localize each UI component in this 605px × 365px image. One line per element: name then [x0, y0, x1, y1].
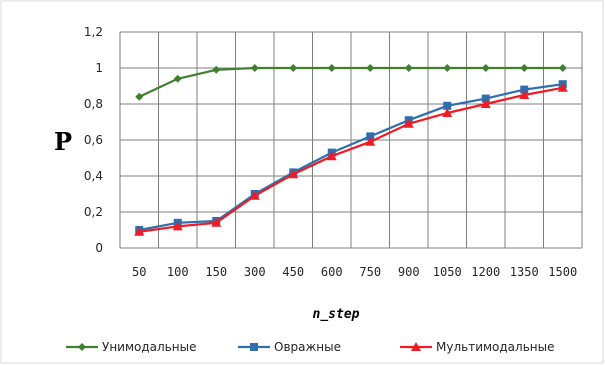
x-tick-label: 1500 [548, 265, 577, 279]
x-tick-label: 150 [205, 265, 227, 279]
data-point [520, 64, 529, 72]
x-tick-label: 1350 [510, 265, 539, 279]
data-point [443, 101, 452, 110]
series-3 [134, 82, 568, 236]
x-tick-label: 300 [244, 265, 266, 279]
legend-label: Овражные [274, 340, 341, 354]
y-tick-label: 1,2 [84, 25, 103, 39]
y-tick-label: 1 [95, 61, 103, 75]
data-point [173, 74, 182, 83]
x-tick-label: 50 [132, 265, 146, 279]
data-point [250, 343, 258, 351]
data-point [365, 136, 376, 146]
x-tick-label: 600 [321, 265, 343, 279]
y-tick-label: 0,4 [84, 169, 103, 183]
data-point [480, 99, 491, 108]
data-point [134, 226, 145, 236]
x-tick-label: 1200 [471, 265, 500, 279]
data-point [411, 342, 421, 351]
data-point [212, 65, 221, 74]
y-axis-title: P [54, 127, 72, 156]
data-point [135, 92, 144, 101]
legend-label: Мультимодальные [436, 340, 554, 354]
data-point [249, 190, 260, 200]
data-point [481, 64, 490, 72]
data-point [520, 85, 529, 94]
x-tick-label: 100 [167, 265, 189, 279]
y-tick-label: 0,6 [84, 133, 103, 147]
legend-entry: Унимодальные [66, 340, 196, 354]
x-tick-label: 750 [359, 265, 381, 279]
legend-entry: Овражные [238, 340, 341, 354]
legend-entry: Мультимодальные [400, 340, 554, 354]
series-1 [135, 64, 567, 101]
data-point [211, 217, 222, 227]
data-point [326, 151, 337, 161]
data-point [250, 64, 259, 72]
data-point [481, 94, 490, 103]
data-point [289, 64, 298, 72]
data-point [558, 64, 567, 72]
data-point [519, 90, 530, 99]
x-tick-label: 1050 [433, 265, 462, 279]
data-point [442, 108, 453, 117]
data-point [288, 169, 299, 179]
series-line [139, 86, 563, 233]
y-tick-label: 0,2 [84, 205, 103, 219]
legend-label: Унимодальные [102, 340, 196, 354]
series-line [139, 83, 563, 232]
data-point [403, 118, 414, 128]
x-tick-label: 900 [398, 265, 420, 279]
x-axis-title: n_step [313, 307, 360, 322]
series-line [138, 66, 563, 98]
x-tick-label: 450 [282, 265, 304, 279]
data-point [172, 221, 183, 231]
data-point [327, 64, 336, 72]
data-point [404, 64, 413, 72]
data-point [366, 132, 375, 141]
data-point [557, 82, 568, 92]
y-tick-label: 0,8 [84, 97, 103, 111]
data-point [443, 64, 452, 72]
y-tick-label: 0 [95, 241, 103, 255]
data-point [366, 64, 375, 72]
data-point [78, 343, 86, 351]
